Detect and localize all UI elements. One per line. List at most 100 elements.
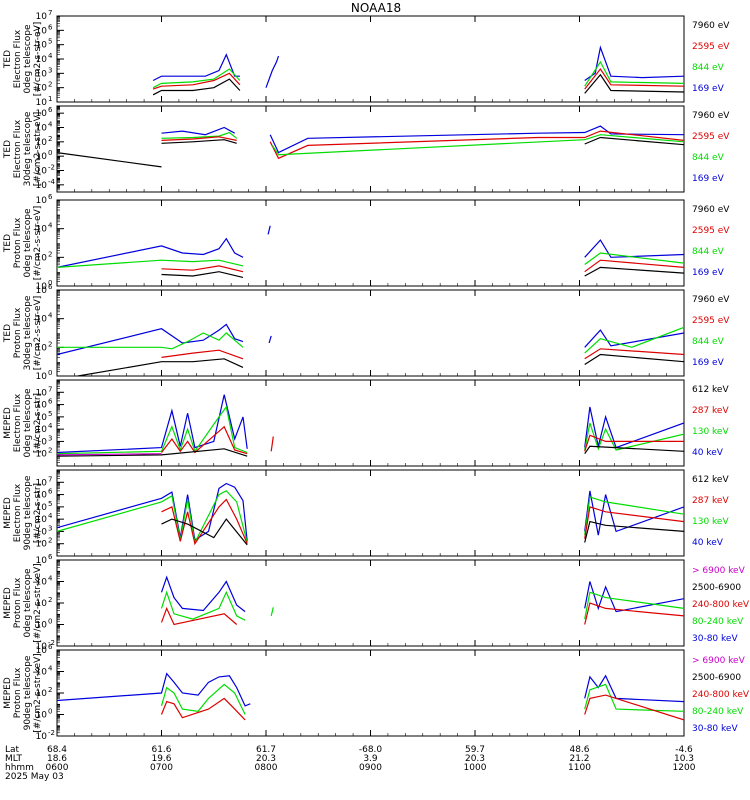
legend-entry: > 6900 keV bbox=[692, 656, 746, 666]
y-tick-exponent: 4 bbox=[48, 575, 53, 583]
legend-entry: 7960 eV bbox=[692, 295, 730, 305]
series-line-blue bbox=[57, 237, 244, 268]
x-tick-label: 20.3 bbox=[465, 754, 485, 764]
series-line-green bbox=[271, 134, 684, 156]
series-line-green bbox=[57, 405, 248, 455]
y-tick-label: 10 bbox=[36, 599, 48, 609]
x-tick-label: 48.6 bbox=[569, 745, 589, 755]
x-tick-label: 20.3 bbox=[256, 754, 276, 764]
legend-entry: 30-80 keV bbox=[692, 634, 738, 644]
y-tick-exponent: 5 bbox=[48, 38, 52, 46]
legend-entry: 169 eV bbox=[692, 358, 725, 368]
legend-entry: 7960 eV bbox=[692, 205, 730, 215]
y-tick-exponent: -2 bbox=[48, 729, 55, 737]
legend-entry: 844 eV bbox=[692, 337, 725, 347]
series-line-red bbox=[270, 436, 274, 452]
y-tick-exponent: 4 bbox=[48, 312, 53, 320]
legend-entry: 2595 eV bbox=[692, 42, 730, 52]
x-row-label: 2025 May 03 bbox=[5, 772, 64, 782]
series-line-green bbox=[152, 68, 241, 89]
y-tick-exponent: 4 bbox=[48, 52, 53, 60]
y-tick-exponent: -4 bbox=[48, 178, 56, 186]
series-line-green bbox=[57, 259, 244, 268]
legend-entry: 240-800 keV bbox=[692, 600, 750, 610]
x-tick-label: 3.9 bbox=[363, 754, 378, 764]
y-tick-label: 10 bbox=[36, 315, 48, 325]
y-tick-label: 10 bbox=[36, 556, 48, 566]
figure-title: NOAA18 bbox=[351, 1, 401, 15]
series-line-black bbox=[161, 518, 248, 546]
y-tick-label: 10 bbox=[36, 41, 48, 51]
series-line-red bbox=[160, 606, 238, 626]
series-group bbox=[57, 482, 684, 546]
y-tick-exponent: 2 bbox=[48, 537, 52, 545]
panel-frame bbox=[56, 105, 685, 193]
x-row-label: hhmm bbox=[5, 763, 34, 773]
panel-frame bbox=[56, 15, 685, 103]
legend-entry: 844 eV bbox=[692, 247, 725, 257]
series-line-green bbox=[584, 60, 684, 87]
series-line-black bbox=[584, 445, 684, 455]
y-axis-label-line: Proton Flux bbox=[13, 217, 23, 268]
y-axis-label-line: MEPED bbox=[3, 407, 13, 439]
series-line-black bbox=[77, 358, 244, 376]
y-tick-label: 10 bbox=[36, 286, 48, 296]
y-axis-label-line: MEPED bbox=[3, 497, 13, 529]
x-row-label: Lat bbox=[5, 745, 20, 755]
series-line-red bbox=[584, 602, 684, 625]
y-tick-label: 10 bbox=[36, 196, 48, 206]
series-line-blue bbox=[160, 575, 246, 613]
y-tick-label: 10 bbox=[36, 282, 48, 292]
y-axis-label-line: 30deg telescope bbox=[23, 111, 33, 186]
series-group bbox=[57, 394, 684, 457]
y-tick-label: 10 bbox=[36, 437, 48, 447]
y-axis-label-line: 90deg telescope bbox=[23, 655, 33, 730]
x-row-label: MLT bbox=[5, 754, 23, 764]
series-group bbox=[57, 125, 684, 168]
series-line-green bbox=[160, 683, 246, 715]
x-tick-label: 0900 bbox=[359, 763, 382, 773]
y-axis-label-line: TED bbox=[3, 140, 13, 159]
series-line-blue bbox=[267, 225, 271, 235]
y-tick-exponent: 6 bbox=[48, 23, 53, 31]
y-tick-label: 10 bbox=[36, 711, 48, 721]
y-axis-label-line: 0deg telescope bbox=[23, 24, 33, 94]
y-tick-exponent: 6 bbox=[48, 106, 53, 114]
y-axis-label-line: [#/cm2-s-str] bbox=[33, 393, 43, 453]
legend-entry: 80-240 keV bbox=[692, 707, 744, 717]
y-tick-exponent: 1 bbox=[48, 95, 52, 103]
series-line-green bbox=[584, 326, 684, 354]
x-tick-label: 0600 bbox=[46, 763, 69, 773]
series-line-red bbox=[584, 506, 684, 539]
y-axis-label-line: Proton Flux bbox=[13, 307, 23, 358]
y-tick-label: 10 bbox=[36, 109, 48, 119]
series-line-magenta bbox=[57, 453, 162, 456]
y-tick-label: 10 bbox=[36, 515, 48, 525]
series-line-red bbox=[161, 349, 244, 360]
y-tick-label: 10 bbox=[36, 642, 48, 652]
y-tick-label: 10 bbox=[36, 621, 48, 631]
y-tick-label: 10 bbox=[36, 253, 48, 263]
series-line-green bbox=[160, 590, 246, 621]
y-axis-label-line: [#/cm2-s-str-eV] bbox=[33, 206, 43, 281]
legend-entry: 130 keV bbox=[692, 517, 729, 527]
y-tick-exponent: 7 bbox=[48, 385, 52, 393]
series-line-black bbox=[584, 266, 684, 277]
y-tick-exponent: 4 bbox=[48, 422, 53, 430]
y-tick-exponent: -2 bbox=[48, 164, 55, 172]
y-tick-exponent: 3 bbox=[48, 524, 52, 532]
y-axis-label-line: Electron Flux bbox=[13, 119, 23, 178]
y-axis-label-line: 0deg telescope bbox=[23, 568, 33, 638]
y-axis-label-line: [#/cm2-s-str-keV] bbox=[33, 653, 43, 732]
y-tick-exponent: 6 bbox=[48, 398, 53, 406]
legend-entry: 287 keV bbox=[692, 406, 729, 416]
legend-entry: 30-80 keV bbox=[692, 724, 738, 734]
legend-entry: 844 eV bbox=[692, 153, 725, 163]
series-line-red bbox=[584, 259, 684, 273]
series-line-green bbox=[584, 422, 684, 451]
y-tick-exponent: 2 bbox=[48, 250, 52, 258]
y-tick-exponent: 2 bbox=[48, 596, 52, 604]
